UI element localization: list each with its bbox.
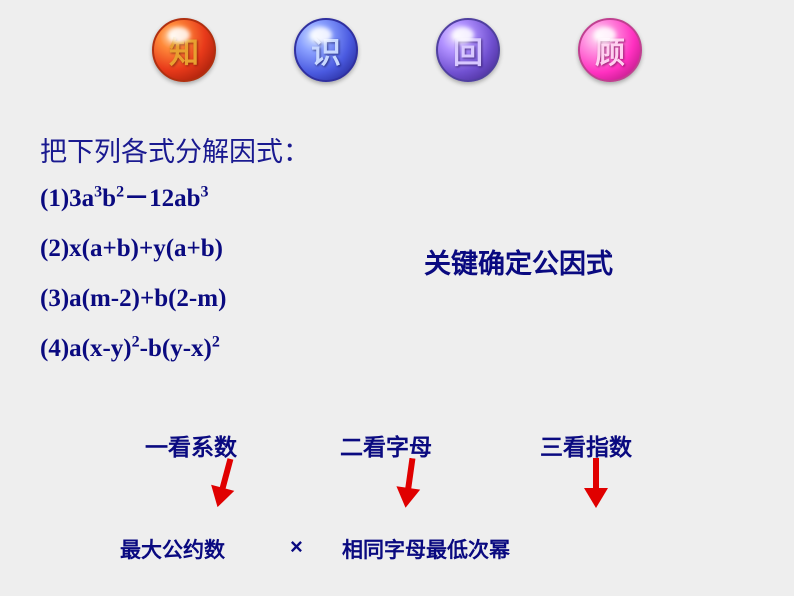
step-2: 二看字母 <box>340 428 432 462</box>
p1-sup1: 3 <box>94 184 102 201</box>
problem-2: (2)x(a+b)+y(a+b) <box>40 224 226 274</box>
p1-mid1: b <box>102 185 116 212</box>
ball-gu-char: 顾 <box>595 28 625 72</box>
arrow-3-icon <box>582 458 610 508</box>
ball-zhi: 知 <box>152 18 216 82</box>
ball-shi: 识 <box>294 18 358 82</box>
p1-sup2: 2 <box>116 184 124 201</box>
p1-prefix: (1)3a <box>40 185 94 212</box>
problem-4: (4)a(x-y)2-b(y-x)2 <box>40 324 226 374</box>
prompt-text: 把下列各式分解因式： <box>40 130 310 169</box>
bottom-gcd: 最大公约数 <box>120 534 225 564</box>
p1-mid2: －12ab <box>124 185 200 212</box>
p4-prefix: (4)a(x-y) <box>40 335 132 362</box>
ball-zhi-char: 知 <box>169 28 199 72</box>
problem-1: (1)3a3b2－12ab3 <box>40 174 226 224</box>
ball-gu: 顾 <box>578 18 642 82</box>
bottom-common-letters: 相同字母最低次幂 <box>342 534 510 564</box>
key-text: 关键确定公因式 <box>424 242 613 281</box>
p4-sup1: 2 <box>132 334 140 351</box>
ball-hui: 回 <box>436 18 500 82</box>
ball-shi-char: 识 <box>311 28 341 72</box>
header-balls-row: 知 识 回 顾 <box>0 18 794 82</box>
p4-mid: -b(y-x) <box>140 335 212 362</box>
p4-sup2: 2 <box>212 334 220 351</box>
bottom-mult: × <box>290 534 303 560</box>
arrow-2-icon <box>392 456 427 509</box>
p1-sup3: 3 <box>200 184 208 201</box>
ball-hui-char: 回 <box>453 28 483 72</box>
step-3: 三看指数 <box>540 428 632 462</box>
arrow-1-icon <box>204 455 244 511</box>
problem-3: (3)a(m-2)+b(2-m) <box>40 274 226 324</box>
problems-list: (1)3a3b2－12ab3 (2)x(a+b)+y(a+b) (3)a(m-2… <box>40 174 226 374</box>
